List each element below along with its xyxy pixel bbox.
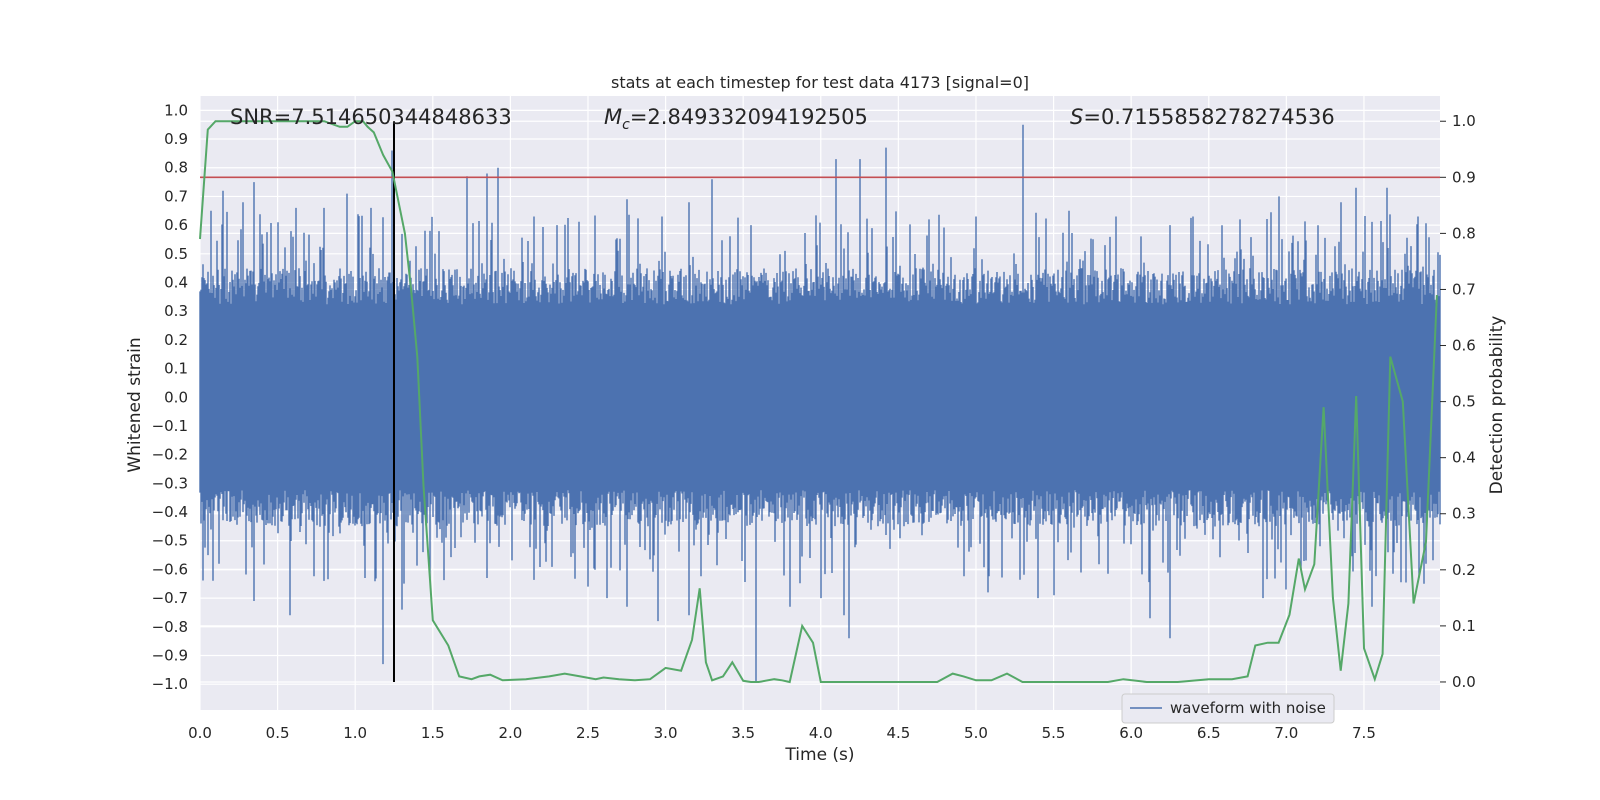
left-y-tick-label: 0.2 xyxy=(164,331,188,349)
right-y-tick-label: 0.4 xyxy=(1452,449,1476,467)
x-tick-label: 4.5 xyxy=(886,724,910,742)
left-y-tick-label: −0.7 xyxy=(152,589,188,607)
left-y-tick-label: −0.9 xyxy=(152,646,188,664)
detection-probability-line xyxy=(199,120,1438,684)
right-y-tick-label: 0.5 xyxy=(1452,393,1476,411)
legend: waveform with noise xyxy=(1121,693,1335,724)
waveform-trace xyxy=(199,124,1441,682)
right-y-tick-label: 0.0 xyxy=(1452,673,1476,691)
right-y-tick-label: 0.7 xyxy=(1452,280,1476,298)
right-y-axis-ticks: 1.0 0.9 0.8 0.7 0.6 0.5 0.4 0.3 0.2 0.1 0.0 xyxy=(1440,112,1476,691)
x-axis-label: Time (s) xyxy=(784,745,854,765)
left-y-tick-label: 0.3 xyxy=(164,302,188,320)
right-y-tick-label: 0.8 xyxy=(1452,224,1476,242)
left-y-axis-ticks: 1.0 0.9 0.8 0.7 0.6 0.5 0.4 0.3 0.2 0.1 0.0 −0.1 −0.… xyxy=(152,101,188,693)
x-tick-label: 5.5 xyxy=(1042,724,1066,742)
left-y-tick-label: 0.9 xyxy=(164,130,188,148)
right-y-axis-label: Detection probability xyxy=(1487,316,1507,495)
x-tick-label: 2.5 xyxy=(576,724,600,742)
left-y-tick-label: −0.8 xyxy=(152,618,188,636)
left-y-tick-label: −0.2 xyxy=(152,446,188,464)
chirp-mass-subscript: c xyxy=(622,117,630,133)
x-tick-label: 2.0 xyxy=(498,724,522,742)
chart-title: stats at each timestep for test data 417… xyxy=(611,73,1029,92)
waveform-series xyxy=(199,124,1441,682)
x-tick-label: 1.0 xyxy=(343,724,367,742)
left-y-tick-label: −0.4 xyxy=(152,503,188,521)
left-y-axis-label: Whitened strain xyxy=(125,337,145,472)
right-y-tick-label: 0.9 xyxy=(1452,168,1476,186)
left-y-tick-label: −0.6 xyxy=(152,560,188,578)
left-y-tick-label: 1.0 xyxy=(164,101,188,119)
x-tick-label: 1.5 xyxy=(421,724,445,742)
left-y-tick-label: −1.0 xyxy=(152,675,188,693)
x-tick-label: 3.5 xyxy=(731,724,755,742)
left-y-tick-label: 0.1 xyxy=(164,360,188,378)
left-y-tick-label: 0.6 xyxy=(164,216,188,234)
right-y-tick-label: 0.6 xyxy=(1452,337,1476,355)
left-y-tick-label: 0.0 xyxy=(164,388,188,406)
x-tick-label: 7.0 xyxy=(1274,724,1298,742)
right-y-tick-label: 0.1 xyxy=(1452,617,1476,635)
detection-probability-series xyxy=(199,120,1438,684)
snr-annotation: SNR=7.514650344848633 xyxy=(230,105,512,129)
x-tick-label: 0.0 xyxy=(188,724,212,742)
x-axis-ticks: 0.0 0.5 1.0 1.5 2.0 2.5 3.0 3.5 4.0 4.5 5.0 5.5 6.0 6… xyxy=(188,724,1376,742)
left-y-tick-label: 0.8 xyxy=(164,159,188,177)
x-tick-label: 0.5 xyxy=(266,724,290,742)
statistic-annotation: S=0.7155858278274536 xyxy=(1070,105,1335,129)
statistic-value: =0.7155858278274536 xyxy=(1083,105,1334,129)
right-y-tick-label: 0.2 xyxy=(1452,561,1476,579)
chirp-mass-value: =2.849332094192505 xyxy=(630,105,868,129)
left-y-tick-label: 0.4 xyxy=(164,273,188,291)
right-y-tick-label: 1.0 xyxy=(1452,112,1476,130)
x-tick-label: 3.0 xyxy=(654,724,678,742)
x-tick-label: 7.5 xyxy=(1352,724,1376,742)
x-tick-label: 4.0 xyxy=(809,724,833,742)
left-y-tick-label: −0.3 xyxy=(152,474,188,492)
x-tick-label: 6.5 xyxy=(1197,724,1221,742)
left-y-tick-label: 0.7 xyxy=(164,187,188,205)
chirp-mass-symbol: M xyxy=(604,105,622,129)
left-y-tick-label: 0.5 xyxy=(164,245,188,263)
chirp-mass-annotation: Mc=2.849332094192505 xyxy=(604,105,868,133)
x-tick-label: 6.0 xyxy=(1119,724,1143,742)
x-tick-label: 5.0 xyxy=(964,724,988,742)
statistic-symbol: S xyxy=(1070,105,1083,129)
left-y-tick-label: −0.1 xyxy=(152,417,188,435)
right-y-tick-label: 0.3 xyxy=(1452,505,1476,523)
left-y-tick-label: −0.5 xyxy=(152,532,188,550)
legend-box xyxy=(1121,693,1335,724)
legend-waveform-label: waveform with noise xyxy=(1170,699,1326,717)
overlay-lines xyxy=(200,121,1440,682)
